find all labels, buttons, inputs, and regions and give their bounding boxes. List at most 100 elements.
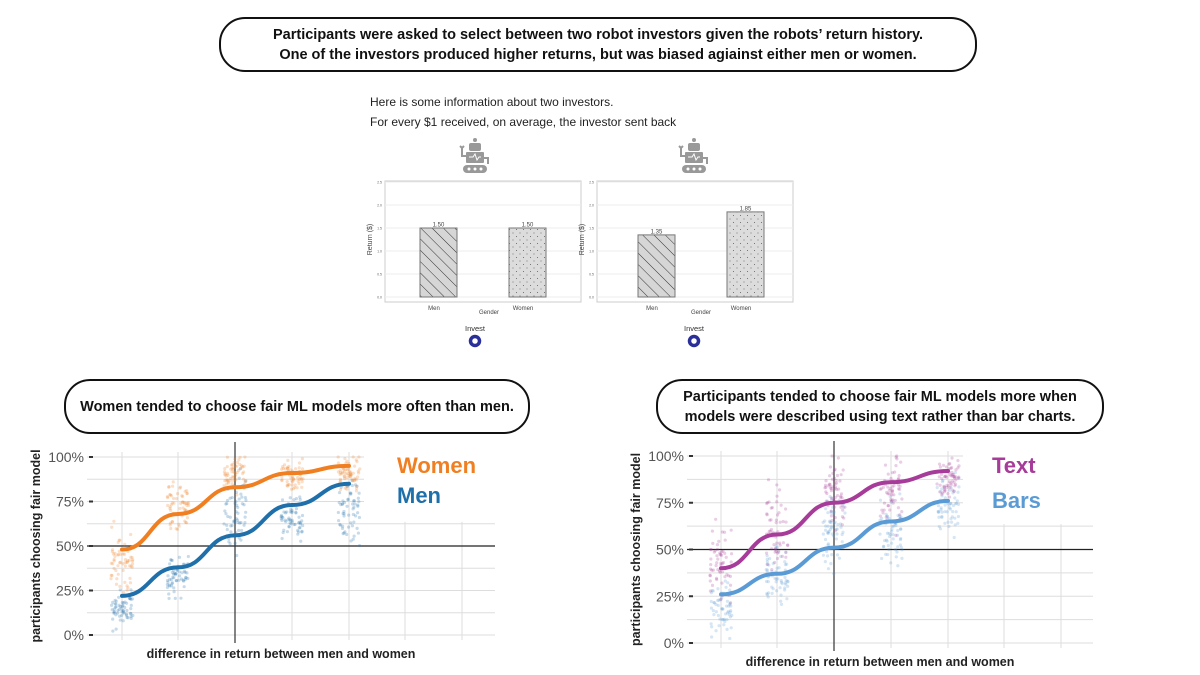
data-point	[940, 514, 944, 519]
data-point	[178, 486, 182, 490]
data-point	[894, 464, 898, 468]
data-point	[290, 518, 294, 522]
data-point	[284, 510, 289, 514]
data-point	[181, 578, 185, 582]
data-point	[351, 537, 355, 541]
data-point	[829, 520, 833, 525]
data-point	[286, 467, 290, 471]
x-tick-label: Women	[513, 306, 534, 312]
data-point	[893, 470, 897, 474]
data-point	[893, 548, 898, 552]
data-point	[239, 538, 243, 542]
data-point	[236, 511, 240, 515]
data-point	[719, 563, 723, 567]
data-point	[280, 498, 285, 502]
data-point	[345, 532, 349, 537]
data-point	[718, 552, 722, 556]
survey-panel: 0.0 0.5 1.0 1.5 2.0 2.5 Return ($) 1.50 Men 1.50 W…	[367, 138, 794, 348]
data-point	[710, 583, 715, 587]
data-point	[950, 479, 955, 483]
right-caption-line-2: models were described using text rather …	[684, 408, 1076, 425]
data-point	[936, 504, 941, 508]
data-point	[233, 501, 237, 505]
data-point	[185, 491, 189, 496]
data-point	[885, 539, 889, 543]
data-point	[165, 582, 169, 587]
data-point	[118, 584, 122, 588]
data-point	[729, 552, 734, 556]
data-point	[895, 457, 899, 461]
data-point	[288, 521, 292, 525]
data-point	[354, 486, 359, 490]
data-point	[121, 611, 125, 615]
data-point	[896, 564, 900, 568]
data-point	[352, 534, 356, 538]
robot-icon	[678, 138, 708, 173]
data-point	[826, 567, 831, 571]
robot-arm-right	[484, 157, 489, 164]
data-point	[832, 468, 836, 472]
data-point	[828, 465, 833, 469]
robot-arm-left	[678, 145, 685, 157]
data-point	[226, 481, 231, 485]
data-point	[234, 499, 238, 503]
data-point	[950, 472, 955, 477]
data-point	[341, 511, 345, 516]
data-point	[890, 529, 894, 533]
data-point	[839, 473, 843, 477]
data-point	[711, 589, 715, 593]
data-point	[839, 494, 843, 498]
data-point	[242, 464, 246, 468]
data-point	[109, 561, 113, 565]
data-point	[282, 528, 286, 532]
data-point	[779, 554, 783, 559]
data-point	[168, 493, 173, 497]
data-point	[841, 508, 845, 512]
data-point	[722, 623, 726, 627]
data-point	[168, 505, 172, 509]
data-point	[826, 531, 830, 535]
data-point	[886, 485, 890, 489]
data-point	[828, 494, 832, 499]
data-point	[882, 501, 887, 505]
data-point	[223, 509, 227, 513]
data-point	[222, 522, 226, 526]
data-point	[356, 496, 360, 500]
data-point	[174, 527, 178, 531]
data-point	[771, 587, 775, 591]
data-point	[949, 466, 953, 470]
y-tick-label: 0%	[64, 627, 84, 643]
data-point	[233, 471, 237, 475]
data-point	[120, 609, 124, 613]
data-point	[165, 578, 170, 583]
data-point	[342, 531, 346, 535]
data-point	[780, 554, 784, 558]
banner-line-2: One of the investors produced higher ret…	[279, 46, 917, 63]
data-point	[772, 560, 777, 565]
data-point	[126, 586, 130, 590]
invest-radio-button[interactable]	[687, 334, 701, 348]
data-point	[953, 482, 958, 487]
data-point	[281, 515, 285, 520]
data-point	[890, 488, 894, 492]
data-point	[349, 473, 354, 477]
data-point	[936, 510, 941, 515]
data-point	[717, 624, 721, 628]
data-point	[834, 527, 838, 531]
data-point	[121, 609, 125, 613]
data-point	[337, 501, 341, 505]
data-point	[129, 555, 133, 559]
data-point	[354, 489, 359, 493]
invest-radio-button[interactable]	[468, 334, 482, 348]
data-point	[240, 464, 244, 468]
data-point	[292, 478, 296, 482]
data-point	[777, 488, 782, 492]
data-point	[128, 596, 132, 600]
data-point	[290, 510, 294, 515]
data-point	[226, 514, 230, 519]
data-point	[724, 555, 728, 559]
data-point	[349, 472, 353, 476]
data-point	[823, 486, 827, 490]
data-point	[235, 460, 240, 465]
data-point	[293, 467, 298, 471]
